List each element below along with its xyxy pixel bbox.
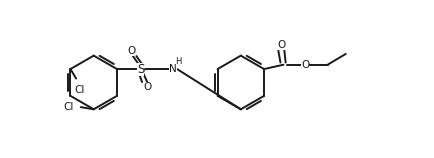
- Text: Cl: Cl: [74, 85, 84, 95]
- Text: H: H: [176, 57, 182, 66]
- Text: O: O: [301, 60, 309, 70]
- Text: Cl: Cl: [64, 102, 74, 112]
- Text: S: S: [137, 63, 145, 76]
- Text: N: N: [169, 64, 177, 74]
- Text: O: O: [277, 40, 286, 50]
- Text: O: O: [127, 46, 135, 56]
- Text: O: O: [143, 82, 151, 92]
